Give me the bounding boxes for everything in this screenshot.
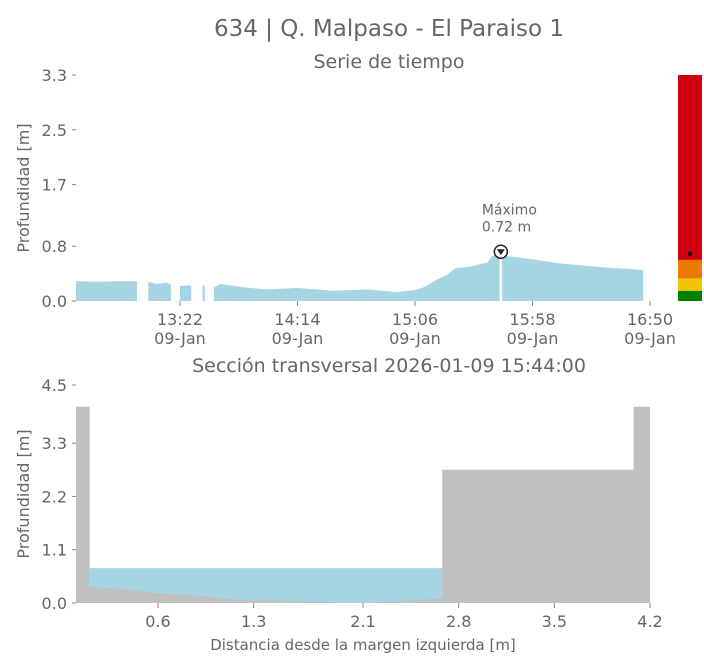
x-tick-label: 15:06 [392, 310, 438, 329]
x-tick-date: 09-Jan [507, 329, 559, 348]
alert-level-band [678, 259, 702, 279]
y-tick-label: 2.2 [42, 487, 67, 506]
x-tick-label: 3.5 [542, 612, 567, 631]
alert-level-band [678, 290, 702, 301]
alert-level-band [678, 75, 702, 260]
x-tick-date: 09-Jan [624, 329, 676, 348]
series-area [76, 281, 138, 301]
x-tick-label: 15:58 [509, 310, 555, 329]
x-tick-label: 16:50 [627, 310, 673, 329]
y-tick-label: 3.3 [42, 66, 67, 85]
chart-subtitle: Serie de tiempo [314, 51, 465, 73]
y-axis-label: Profundidad [m] [14, 123, 33, 252]
y-tick-label: 0.0 [42, 594, 67, 613]
x-tick-label: 14:14 [274, 310, 320, 329]
y-tick-label: 0.8 [42, 237, 67, 256]
series-area [202, 285, 205, 301]
x-tick-label: 4.2 [637, 612, 662, 631]
x-tick-label: 13:22 [157, 310, 203, 329]
x-tick-label: 1.3 [241, 612, 266, 631]
chart-title: 634 | Q. Malpaso - El Paraiso 1 [214, 16, 564, 42]
bed-profile-area [76, 406, 650, 603]
y-tick-label: 1.7 [42, 176, 67, 195]
max-annotation-label: Máximo [482, 203, 537, 219]
y-axis-label: Profundidad [m] [14, 429, 33, 558]
cross-section-chart: Sección transversal 2026-01-09 15:44:00 0… [14, 355, 663, 654]
max-marker-arrow [496, 249, 505, 256]
x-tick-date: 09-Jan [272, 329, 324, 348]
x-tick-date: 09-Jan [389, 329, 441, 348]
series-area [179, 285, 192, 301]
x-tick-label: 2.8 [446, 612, 471, 631]
current-level-dot [687, 251, 693, 257]
series-area [213, 251, 644, 301]
chart-subtitle: Sección transversal 2026-01-09 15:44:00 [192, 355, 586, 377]
max-annotation-value: 0.72 m [482, 220, 531, 236]
y-tick-label: 4.5 [42, 376, 67, 395]
alert-level-band [678, 278, 702, 291]
y-tick-label: 1.1 [42, 541, 67, 560]
x-tick-date: 09-Jan [154, 329, 206, 348]
x-tick-label: 2.1 [350, 612, 375, 631]
time-series-chart: Serie de tiempo 0.0 0.8 1.7 2.5 3.3 Profundida… [14, 51, 702, 348]
x-tick-label: 0.6 [145, 612, 170, 631]
series-area [148, 281, 171, 301]
y-tick-label: 3.3 [42, 434, 67, 453]
y-tick-label: 2.5 [42, 121, 67, 140]
y-tick-label: 0.0 [42, 292, 67, 311]
x-axis-label: Distancia desde la margen izquierda [m] [210, 636, 516, 654]
